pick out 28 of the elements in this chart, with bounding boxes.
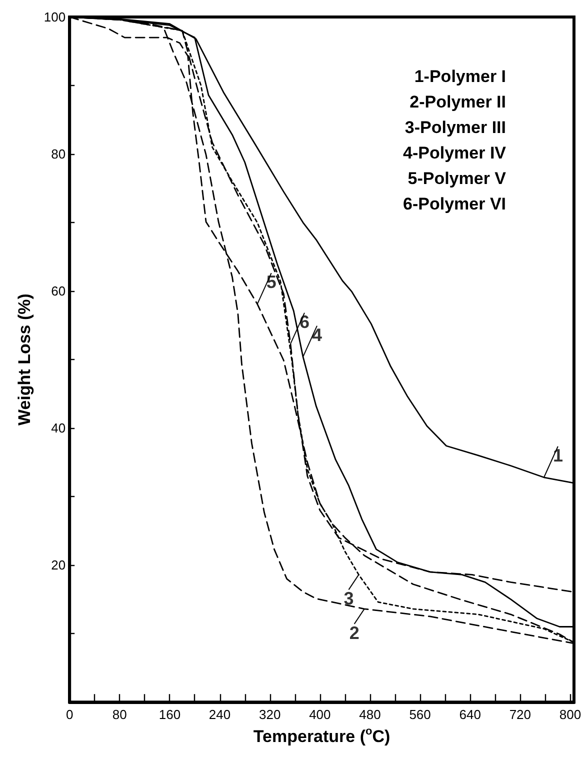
y-axis-title: Weight Loss (%) <box>15 294 34 426</box>
y-tick-label: 80 <box>51 146 66 162</box>
annotation: 1 <box>552 445 563 466</box>
annotation: 6-Polymer VI <box>403 194 506 214</box>
x-tick-label: 240 <box>208 707 231 722</box>
annotation: 1-Polymer I <box>414 67 506 86</box>
y-tick-label: 40 <box>51 420 66 436</box>
x-tick-label: 480 <box>359 707 381 722</box>
x-tick-label: 160 <box>158 707 181 722</box>
y-tick-label: 60 <box>51 284 66 299</box>
annotation: 4-Polymer IV <box>403 144 507 162</box>
x-tick-label: 320 <box>258 707 281 722</box>
x-tick-label: 720 <box>509 707 532 722</box>
annotation: 2-Polymer II <box>410 92 506 112</box>
x-tick-label: 800 <box>559 707 582 722</box>
annotation: 2 <box>349 622 360 643</box>
x-tick-label: 80 <box>112 707 127 722</box>
x-tick-label: 560 <box>409 707 431 722</box>
x-tick-label: 400 <box>309 707 331 722</box>
annotation: 3 <box>344 588 354 609</box>
x-tick-label: 640 <box>459 707 481 722</box>
y-tick-label: 20 <box>51 558 66 573</box>
annotation: 5-Polymer V <box>408 169 507 188</box>
annotation: 3-Polymer III <box>404 118 506 137</box>
x-tick-label: 0 <box>66 707 74 722</box>
y-tick-label: 100 <box>44 10 66 24</box>
annotation: 5 <box>266 272 276 292</box>
annotation: 4 <box>312 324 322 345</box>
